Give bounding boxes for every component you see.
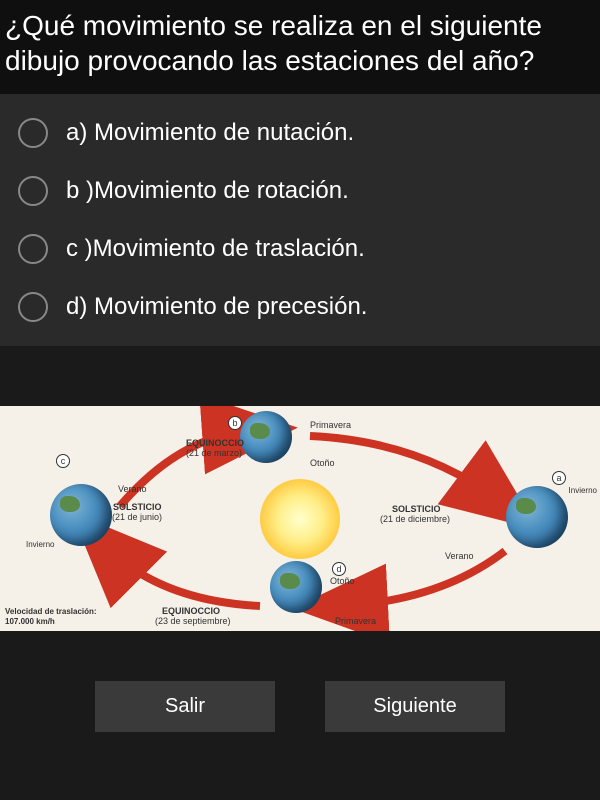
marker-c: c xyxy=(56,454,70,468)
earth-icon xyxy=(506,486,568,548)
season-label: Otoño xyxy=(310,458,335,468)
season-label: Verano xyxy=(118,484,147,494)
option-d[interactable]: d) Movimiento de precesión. xyxy=(0,278,600,336)
seasons-diagram: b Primavera EQUINOCCIO (21 de marzo) Oto… xyxy=(0,406,600,631)
next-button[interactable]: Siguiente xyxy=(325,681,505,732)
earth-icon xyxy=(270,561,322,613)
event-date: (21 de junio) xyxy=(112,512,162,522)
sun-icon xyxy=(260,479,340,559)
marker-a: a xyxy=(552,471,566,485)
velocity-value: 107.000 km/h xyxy=(5,617,55,626)
option-label: a) Movimiento de nutación. xyxy=(66,119,354,147)
option-label: b )Movimiento de rotación. xyxy=(66,177,349,205)
radio-icon xyxy=(18,176,48,206)
earth-icon xyxy=(50,484,112,546)
season-label: Verano xyxy=(445,551,474,561)
footer-buttons: Salir Siguiente xyxy=(0,651,600,762)
exit-button[interactable]: Salir xyxy=(95,681,275,732)
velocity-label: Velocidad de traslación: xyxy=(5,607,97,616)
radio-icon xyxy=(18,292,48,322)
radio-icon xyxy=(18,118,48,148)
marker-d: d xyxy=(332,562,346,576)
option-a[interactable]: a) Movimiento de nutación. xyxy=(0,104,600,162)
event-title: SOLSTICIO xyxy=(392,504,441,514)
option-b[interactable]: b )Movimiento de rotación. xyxy=(0,162,600,220)
event-title: SOLSTICIO xyxy=(113,502,162,512)
radio-icon xyxy=(18,234,48,264)
question-text: ¿Qué movimiento se realiza en el siguien… xyxy=(5,10,542,76)
option-c[interactable]: c )Movimiento de traslación. xyxy=(0,220,600,278)
event-date: (21 de diciembre) xyxy=(380,514,450,524)
season-label: Primavera xyxy=(310,420,351,430)
season-label: Invierno xyxy=(26,540,54,549)
event-date: (21 de marzo) xyxy=(186,448,242,458)
question-header: ¿Qué movimiento se realiza en el siguien… xyxy=(0,0,600,94)
earth-icon xyxy=(240,411,292,463)
season-label: Otoño xyxy=(330,576,355,586)
event-date: (23 de septiembre) xyxy=(155,616,231,626)
season-label: Primavera xyxy=(335,616,376,626)
option-label: c )Movimiento de traslación. xyxy=(66,235,365,263)
event-title: EQUINOCCIO xyxy=(186,438,244,448)
options-list: a) Movimiento de nutación. b )Movimiento… xyxy=(0,94,600,346)
event-title: EQUINOCCIO xyxy=(162,606,220,616)
option-label: d) Movimiento de precesión. xyxy=(66,293,367,321)
marker-b: b xyxy=(228,416,242,430)
season-label: Invierno xyxy=(569,486,597,495)
